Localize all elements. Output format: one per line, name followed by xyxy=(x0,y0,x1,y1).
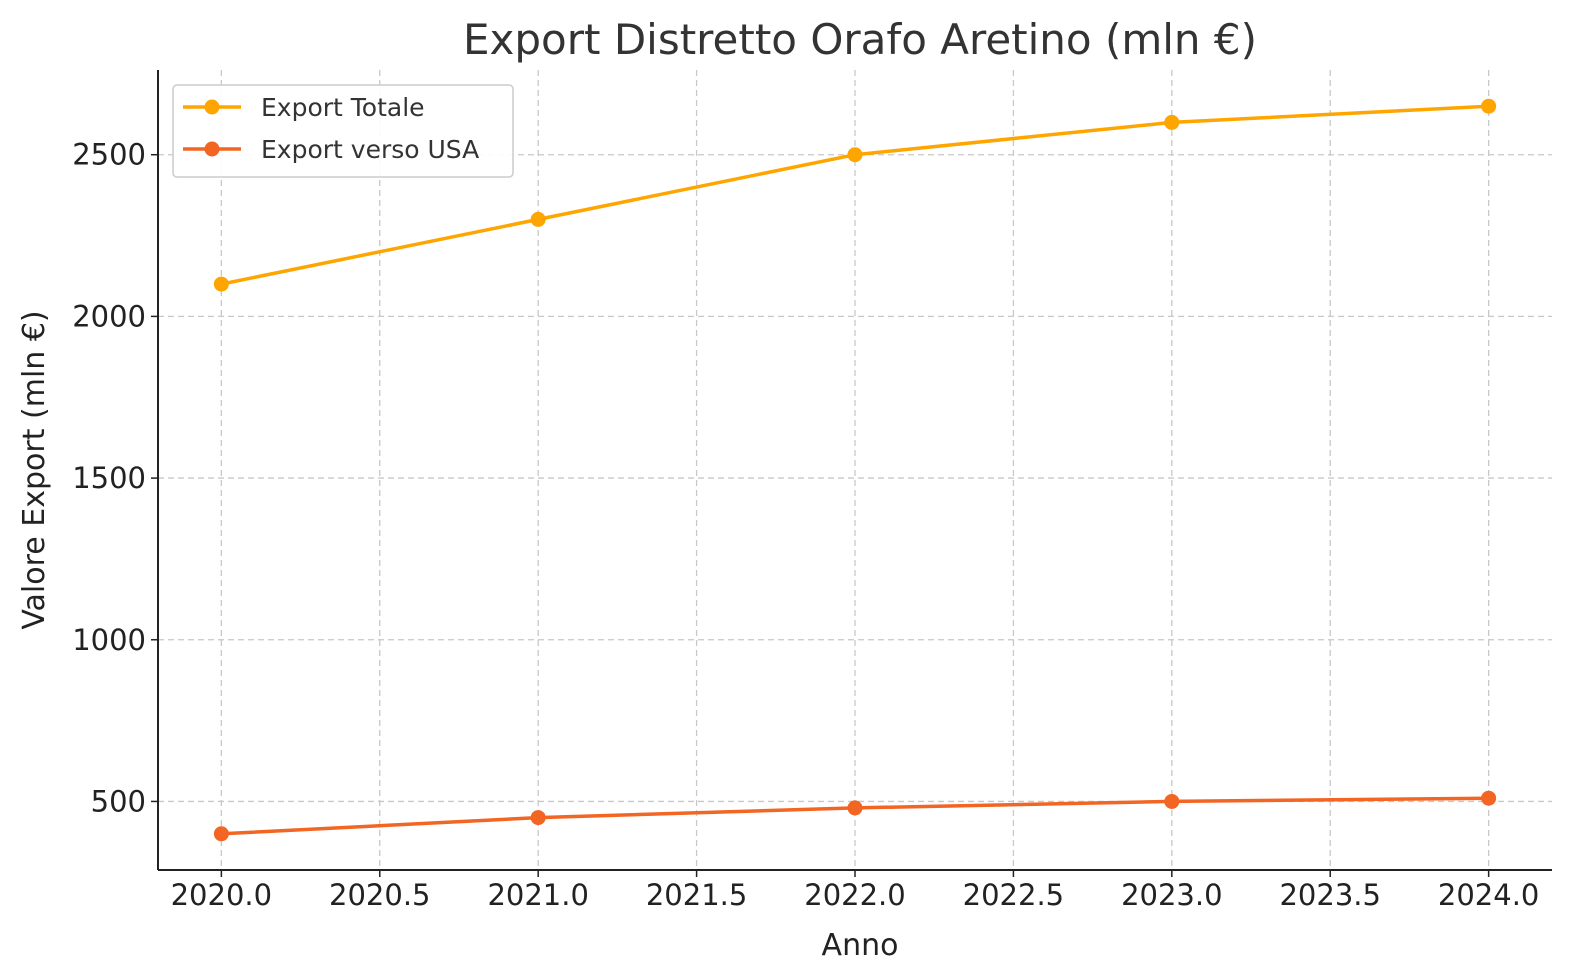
series-0-point-1 xyxy=(530,211,546,227)
grid xyxy=(158,70,1552,870)
legend: Export Totale Export verso USA xyxy=(172,84,514,178)
y-tick-label-4: 2500 xyxy=(72,138,146,172)
legend-box xyxy=(172,84,514,178)
series-0-point-3 xyxy=(1164,114,1180,130)
x-tick-label-7: 2023.5 xyxy=(1279,878,1380,912)
series-1-point-2 xyxy=(847,800,863,816)
series xyxy=(213,98,1497,842)
x-tick-label-3: 2021.5 xyxy=(646,878,747,912)
series-1-point-3 xyxy=(1164,793,1180,809)
series-1-point-4 xyxy=(1481,790,1497,806)
series-0-point-2 xyxy=(847,147,863,163)
x-tick-label-1: 2020.5 xyxy=(329,878,430,912)
x-tick-label-0: 2020.0 xyxy=(171,878,272,912)
y-tick-label-0: 500 xyxy=(91,784,146,818)
x-tick-label-5: 2022.5 xyxy=(963,878,1064,912)
y-tick-label-2: 1500 xyxy=(72,461,146,495)
axes: 2020.0 2020.5 2021.0 2021.5 2022.0 2022.5 2023… xyxy=(72,70,1552,912)
series-0-point-0 xyxy=(213,276,229,292)
chart-title: Export Distretto Orafo Aretino (mln €) xyxy=(463,15,1257,64)
x-tick-label-4: 2022.0 xyxy=(804,878,905,912)
y-tick-label-3: 2000 xyxy=(72,299,146,333)
series-0-point-4 xyxy=(1481,98,1497,114)
legend-marker-0 xyxy=(204,99,220,115)
series-1-point-0 xyxy=(213,826,229,842)
legend-label-1: Export verso USA xyxy=(261,135,479,164)
series-1-point-1 xyxy=(530,810,546,826)
x-tick-label-8: 2024.0 xyxy=(1438,878,1539,912)
x-axis-label: Anno xyxy=(822,928,899,963)
x-tick-label-2: 2021.0 xyxy=(487,878,588,912)
legend-label-0: Export Totale xyxy=(261,93,425,122)
x-tick-label-6: 2023.0 xyxy=(1121,878,1222,912)
y-axis-label: Valore Export (mln €) xyxy=(17,310,52,629)
y-tick-label-1: 1000 xyxy=(72,623,146,657)
legend-marker-1 xyxy=(204,141,220,157)
